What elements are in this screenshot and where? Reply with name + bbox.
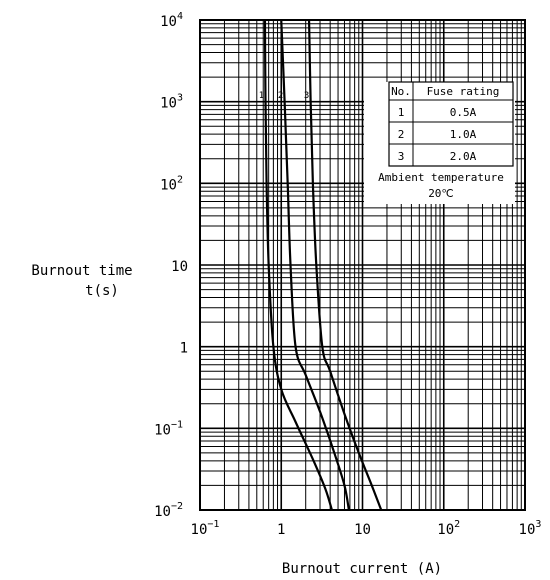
x-axis-title: Burnout current (A)	[282, 561, 442, 577]
curve-label-2: 2	[278, 91, 283, 101]
y-axis-title-line2: t(s)	[85, 283, 119, 299]
x-tick-label: 1	[277, 522, 285, 538]
ambient-temperature-value: 20℃	[428, 187, 454, 200]
curve-1	[263, 19, 333, 511]
ambient-temperature-label: Ambient temperature	[378, 171, 504, 184]
y-tick-label: 103	[160, 93, 183, 112]
curve-3	[307, 19, 383, 511]
x-tick-label: 10−1	[191, 519, 220, 538]
curve-2	[280, 19, 350, 511]
x-tick-label: 10	[354, 522, 371, 538]
table-row-rating: 1.0A	[450, 128, 477, 141]
y-tick-label: 102	[160, 174, 183, 193]
x-tick-label: 102	[437, 519, 460, 538]
y-tick-label: 10−2	[154, 501, 183, 520]
curve-label-1: 1	[259, 91, 264, 101]
x-tick-label: 103	[519, 519, 542, 538]
table-row-rating: 0.5A	[450, 106, 477, 119]
table-row-rating: 2.0A	[450, 150, 477, 163]
table-row-no: 2	[398, 128, 405, 141]
curves	[263, 19, 383, 511]
y-tick-label: 104	[160, 11, 183, 30]
y-axis-title-line1: Burnout time	[31, 263, 132, 279]
curve-labels: 1 2 3	[259, 91, 310, 101]
curve-label-3: 3	[304, 91, 309, 101]
y-tick-label: 10	[171, 259, 188, 275]
table-header-no: No.	[391, 85, 411, 98]
y-tick-label: 1	[180, 341, 188, 357]
table-row-no: 3	[398, 150, 405, 163]
table-header-rating: Fuse rating	[427, 85, 500, 98]
y-tick-label: 10−1	[154, 419, 183, 438]
fuse-rating-table: No. Fuse rating 1 0.5A 2 1.0A 3 2.0A Amb…	[364, 81, 515, 204]
x-tick-labels: 10−1 1 10 102 103	[191, 519, 542, 538]
y-tick-labels: 10−2 10−1 1 10 102 103 104	[154, 11, 188, 520]
plot-frame	[199, 19, 526, 511]
table-row-no: 1	[398, 106, 405, 119]
